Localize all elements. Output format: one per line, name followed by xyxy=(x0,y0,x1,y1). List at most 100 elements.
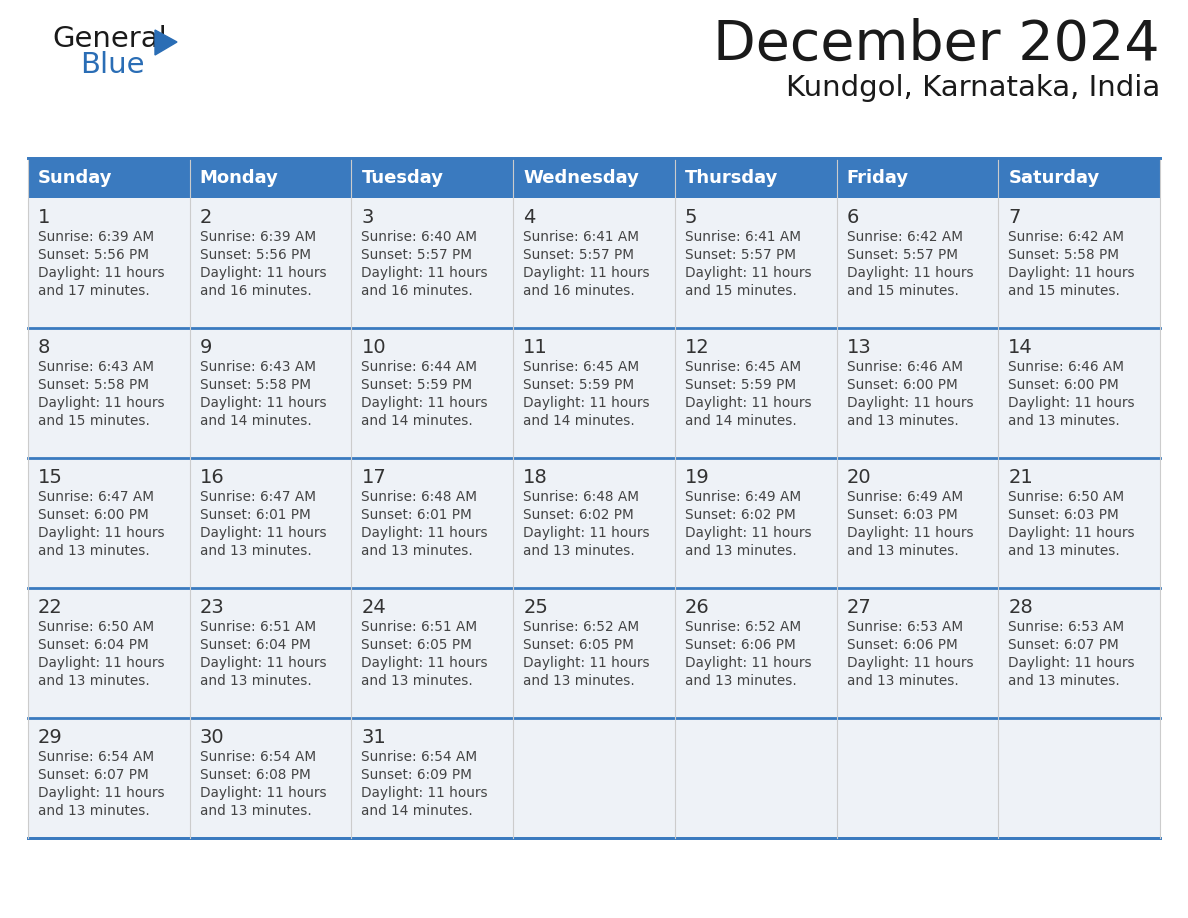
Text: Thursday: Thursday xyxy=(684,169,778,187)
Text: 8: 8 xyxy=(38,338,50,357)
Bar xyxy=(675,588,836,718)
Bar xyxy=(675,328,836,458)
Text: Sunrise: 6:46 AM: Sunrise: 6:46 AM xyxy=(1009,360,1124,374)
Text: Sunrise: 6:43 AM: Sunrise: 6:43 AM xyxy=(38,360,154,374)
Text: 16: 16 xyxy=(200,468,225,487)
Bar xyxy=(513,198,675,328)
Text: Sunrise: 6:53 AM: Sunrise: 6:53 AM xyxy=(1009,620,1124,634)
Bar xyxy=(190,588,352,718)
Bar xyxy=(190,198,352,328)
Text: Sunset: 6:02 PM: Sunset: 6:02 PM xyxy=(684,508,796,522)
Text: Daylight: 11 hours: Daylight: 11 hours xyxy=(847,656,973,670)
Text: Daylight: 11 hours: Daylight: 11 hours xyxy=(200,526,327,540)
Text: Sunset: 6:06 PM: Sunset: 6:06 PM xyxy=(847,638,958,652)
Text: and 13 minutes.: and 13 minutes. xyxy=(1009,544,1120,558)
Text: 15: 15 xyxy=(38,468,63,487)
Text: and 13 minutes.: and 13 minutes. xyxy=(684,674,797,688)
Text: 12: 12 xyxy=(684,338,709,357)
Text: Sunset: 6:01 PM: Sunset: 6:01 PM xyxy=(361,508,472,522)
Text: Daylight: 11 hours: Daylight: 11 hours xyxy=(1009,656,1135,670)
Text: Sunrise: 6:54 AM: Sunrise: 6:54 AM xyxy=(200,750,316,764)
Bar xyxy=(352,158,513,198)
Text: Blue: Blue xyxy=(80,51,145,79)
Text: Sunrise: 6:42 AM: Sunrise: 6:42 AM xyxy=(1009,230,1124,244)
Text: Sunrise: 6:47 AM: Sunrise: 6:47 AM xyxy=(38,490,154,504)
Text: Daylight: 11 hours: Daylight: 11 hours xyxy=(361,526,488,540)
Text: Sunset: 5:58 PM: Sunset: 5:58 PM xyxy=(38,378,148,392)
Text: Daylight: 11 hours: Daylight: 11 hours xyxy=(38,266,165,280)
Bar xyxy=(513,588,675,718)
Text: 28: 28 xyxy=(1009,598,1034,617)
Text: Daylight: 11 hours: Daylight: 11 hours xyxy=(200,656,327,670)
Text: Sunset: 6:00 PM: Sunset: 6:00 PM xyxy=(38,508,148,522)
Text: 6: 6 xyxy=(847,208,859,227)
Text: Sunset: 6:07 PM: Sunset: 6:07 PM xyxy=(38,768,148,782)
Text: Sunrise: 6:52 AM: Sunrise: 6:52 AM xyxy=(684,620,801,634)
Text: Daylight: 11 hours: Daylight: 11 hours xyxy=(847,396,973,410)
Text: Daylight: 11 hours: Daylight: 11 hours xyxy=(523,526,650,540)
Text: 30: 30 xyxy=(200,728,225,747)
Text: Sunset: 6:00 PM: Sunset: 6:00 PM xyxy=(847,378,958,392)
Bar xyxy=(998,718,1159,838)
Text: and 13 minutes.: and 13 minutes. xyxy=(847,414,959,428)
Text: and 16 minutes.: and 16 minutes. xyxy=(523,284,634,298)
Text: Daylight: 11 hours: Daylight: 11 hours xyxy=(38,656,165,670)
Text: Daylight: 11 hours: Daylight: 11 hours xyxy=(847,526,973,540)
Text: and 13 minutes.: and 13 minutes. xyxy=(38,804,150,818)
Bar xyxy=(836,198,998,328)
Text: General: General xyxy=(52,25,166,53)
Text: Daylight: 11 hours: Daylight: 11 hours xyxy=(684,396,811,410)
Text: 11: 11 xyxy=(523,338,548,357)
Text: 21: 21 xyxy=(1009,468,1034,487)
Text: Sunset: 5:57 PM: Sunset: 5:57 PM xyxy=(847,248,958,262)
Bar xyxy=(998,198,1159,328)
Text: 25: 25 xyxy=(523,598,548,617)
Bar xyxy=(190,328,352,458)
Text: 17: 17 xyxy=(361,468,386,487)
Text: Friday: Friday xyxy=(847,169,909,187)
Text: Sunrise: 6:50 AM: Sunrise: 6:50 AM xyxy=(38,620,154,634)
Text: 1: 1 xyxy=(38,208,50,227)
Text: Daylight: 11 hours: Daylight: 11 hours xyxy=(200,396,327,410)
Text: 2: 2 xyxy=(200,208,213,227)
Text: Monday: Monday xyxy=(200,169,279,187)
Text: Daylight: 11 hours: Daylight: 11 hours xyxy=(684,266,811,280)
Bar xyxy=(29,588,190,718)
Text: 14: 14 xyxy=(1009,338,1034,357)
Text: and 14 minutes.: and 14 minutes. xyxy=(523,414,634,428)
Text: Sunset: 6:00 PM: Sunset: 6:00 PM xyxy=(1009,378,1119,392)
Text: Sunrise: 6:41 AM: Sunrise: 6:41 AM xyxy=(684,230,801,244)
Text: Sunset: 6:09 PM: Sunset: 6:09 PM xyxy=(361,768,473,782)
Text: and 16 minutes.: and 16 minutes. xyxy=(361,284,473,298)
Text: and 13 minutes.: and 13 minutes. xyxy=(684,544,797,558)
Bar xyxy=(352,328,513,458)
Text: 10: 10 xyxy=(361,338,386,357)
Bar xyxy=(352,198,513,328)
Text: and 15 minutes.: and 15 minutes. xyxy=(1009,284,1120,298)
Text: and 14 minutes.: and 14 minutes. xyxy=(200,414,311,428)
Bar xyxy=(190,718,352,838)
Text: Sunrise: 6:39 AM: Sunrise: 6:39 AM xyxy=(200,230,316,244)
Text: Daylight: 11 hours: Daylight: 11 hours xyxy=(38,396,165,410)
Text: and 13 minutes.: and 13 minutes. xyxy=(200,674,311,688)
Text: Daylight: 11 hours: Daylight: 11 hours xyxy=(38,786,165,800)
Text: and 14 minutes.: and 14 minutes. xyxy=(684,414,797,428)
Bar xyxy=(998,158,1159,198)
Text: 26: 26 xyxy=(684,598,709,617)
Bar xyxy=(352,458,513,588)
Bar xyxy=(675,718,836,838)
Text: and 14 minutes.: and 14 minutes. xyxy=(361,804,473,818)
Text: 4: 4 xyxy=(523,208,536,227)
Text: Sunrise: 6:46 AM: Sunrise: 6:46 AM xyxy=(847,360,962,374)
Text: Sunset: 6:03 PM: Sunset: 6:03 PM xyxy=(1009,508,1119,522)
Text: Sunset: 5:58 PM: Sunset: 5:58 PM xyxy=(1009,248,1119,262)
Text: Daylight: 11 hours: Daylight: 11 hours xyxy=(523,266,650,280)
Text: and 13 minutes.: and 13 minutes. xyxy=(523,544,634,558)
Bar xyxy=(675,458,836,588)
Bar xyxy=(513,158,675,198)
Text: Sunday: Sunday xyxy=(38,169,113,187)
Text: 31: 31 xyxy=(361,728,386,747)
Text: Sunrise: 6:39 AM: Sunrise: 6:39 AM xyxy=(38,230,154,244)
Bar xyxy=(513,458,675,588)
Text: 3: 3 xyxy=(361,208,374,227)
